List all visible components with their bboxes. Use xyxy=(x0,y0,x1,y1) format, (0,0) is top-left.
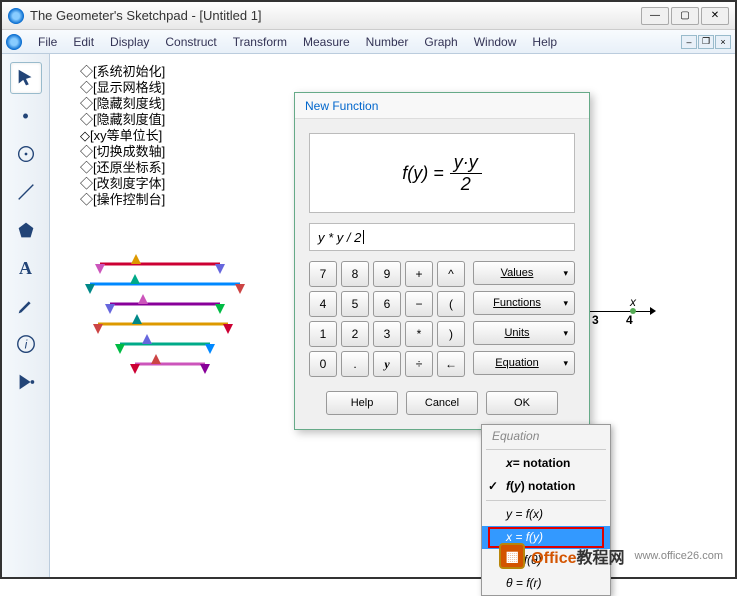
popup-header: Equation xyxy=(482,425,610,447)
custom-tool[interactable] xyxy=(10,366,42,398)
key-)[interactable]: ) xyxy=(437,321,465,347)
cancel-button[interactable]: Cancel xyxy=(406,391,478,415)
key-6[interactable]: 6 xyxy=(373,291,401,317)
maximize-button[interactable]: ▢ xyxy=(671,7,699,25)
circle-tool[interactable] xyxy=(10,138,42,170)
key-2[interactable]: 2 xyxy=(341,321,369,347)
expression-input[interactable]: y * y / 2 xyxy=(309,223,575,251)
menu-construct[interactable]: Construct xyxy=(157,33,224,51)
doc-minimize[interactable]: – xyxy=(681,35,697,49)
close-button[interactable]: ✕ xyxy=(701,7,729,25)
menubar: FileEditDisplayConstructTransformMeasure… xyxy=(2,30,735,54)
window-title: The Geometer's Sketchpad - [Untitled 1] xyxy=(30,8,641,23)
doc-icon xyxy=(6,34,22,50)
doc-restore[interactable]: ❐ xyxy=(698,35,714,49)
text-tool[interactable]: A xyxy=(10,252,42,284)
key-3[interactable]: 3 xyxy=(373,321,401,347)
menu-help[interactable]: Help xyxy=(524,33,565,51)
marker-tool[interactable] xyxy=(10,290,42,322)
axis-snippet: x 3 4 xyxy=(580,299,650,300)
popup-item[interactable]: θ = f(r) xyxy=(482,572,610,595)
key-4[interactable]: 4 xyxy=(309,291,337,317)
script-line[interactable]: [xy等单位长] xyxy=(80,128,165,144)
sliders-graphic xyxy=(80,254,250,394)
ok-button[interactable]: OK xyxy=(486,391,558,415)
menu-graph[interactable]: Graph xyxy=(416,33,465,51)
key-0[interactable]: 0 xyxy=(309,351,337,377)
dialog-title: New Function xyxy=(295,93,589,119)
key-.[interactable]: . xyxy=(341,351,369,377)
popup-item[interactable]: y = f(x) xyxy=(482,503,610,526)
app-icon xyxy=(8,8,24,24)
script-line[interactable]: [显示网格线] xyxy=(80,80,165,96)
key-÷[interactable]: ÷ xyxy=(405,351,433,377)
menu-display[interactable]: Display xyxy=(102,33,157,51)
toolbar: • A i xyxy=(2,54,50,577)
info-tool[interactable]: i xyxy=(10,328,42,360)
watermark: ▦ Office教程网 www.office26.com xyxy=(499,543,723,569)
key-+[interactable]: + xyxy=(405,261,433,287)
script-line[interactable]: [还原坐标系] xyxy=(80,160,165,176)
key-([interactable]: ( xyxy=(437,291,465,317)
axis-tick: 3 xyxy=(592,313,599,327)
help-button[interactable]: Help xyxy=(326,391,398,415)
titlebar: The Geometer's Sketchpad - [Untitled 1] … xyxy=(2,2,735,30)
key-*[interactable]: * xyxy=(405,321,433,347)
selector-units[interactable]: Units xyxy=(473,321,575,345)
svg-text:i: i xyxy=(24,338,27,352)
menu-measure[interactable]: Measure xyxy=(295,33,358,51)
key-7[interactable]: 7 xyxy=(309,261,337,287)
menu-transform[interactable]: Transform xyxy=(225,33,295,51)
script-line[interactable]: [切换成数轴] xyxy=(80,144,165,160)
equation-popup: Equation x= notation✓f(y) notation y = f(… xyxy=(481,424,611,596)
selector-equation[interactable]: Equation xyxy=(473,351,575,375)
selector-values[interactable]: Values xyxy=(473,261,575,285)
popup-item[interactable]: x= notation xyxy=(482,452,610,475)
menu-file[interactable]: File xyxy=(30,33,65,51)
script-line[interactable]: [操作控制台] xyxy=(80,192,165,208)
new-function-dialog: New Function f(y) = y·y2 y * y / 2 789+^… xyxy=(294,92,590,430)
menu-edit[interactable]: Edit xyxy=(65,33,102,51)
key-←[interactable]: ← xyxy=(437,351,465,377)
script-line[interactable]: [改刻度字体] xyxy=(80,176,165,192)
polygon-tool[interactable] xyxy=(10,214,42,246)
popup-item[interactable]: ✓f(y) notation xyxy=(482,475,610,498)
key-−[interactable]: − xyxy=(405,291,433,317)
key-8[interactable]: 8 xyxy=(341,261,369,287)
canvas[interactable]: [系统初始化][显示网格线][隐藏刻度线][隐藏刻度值][xy等单位长][切换成… xyxy=(50,54,735,577)
arrow-tool[interactable] xyxy=(10,62,42,94)
key-9[interactable]: 9 xyxy=(373,261,401,287)
key-5[interactable]: 5 xyxy=(341,291,369,317)
script-line[interactable]: [系统初始化] xyxy=(80,64,165,80)
key-^[interactable]: ^ xyxy=(437,261,465,287)
axis-label: x xyxy=(630,295,636,309)
menu-number[interactable]: Number xyxy=(358,33,417,51)
function-preview: f(y) = y·y2 xyxy=(309,133,575,213)
point-tool[interactable]: • xyxy=(10,100,42,132)
selector-functions[interactable]: Functions xyxy=(473,291,575,315)
axis-tick: 4 xyxy=(626,313,633,327)
script-list: [系统初始化][显示网格线][隐藏刻度线][隐藏刻度值][xy等单位长][切换成… xyxy=(80,64,165,208)
menu-window[interactable]: Window xyxy=(466,33,525,51)
watermark-logo: ▦ xyxy=(499,543,525,569)
doc-close[interactable]: × xyxy=(715,35,731,49)
key-1[interactable]: 1 xyxy=(309,321,337,347)
script-line[interactable]: [隐藏刻度线] xyxy=(80,96,165,112)
line-tool[interactable] xyxy=(10,176,42,208)
script-line[interactable]: [隐藏刻度值] xyxy=(80,112,165,128)
key-y[interactable]: y xyxy=(373,351,401,377)
minimize-button[interactable]: — xyxy=(641,7,669,25)
keypad: 789+^ 456−(123*) 0.y÷← xyxy=(309,261,465,377)
